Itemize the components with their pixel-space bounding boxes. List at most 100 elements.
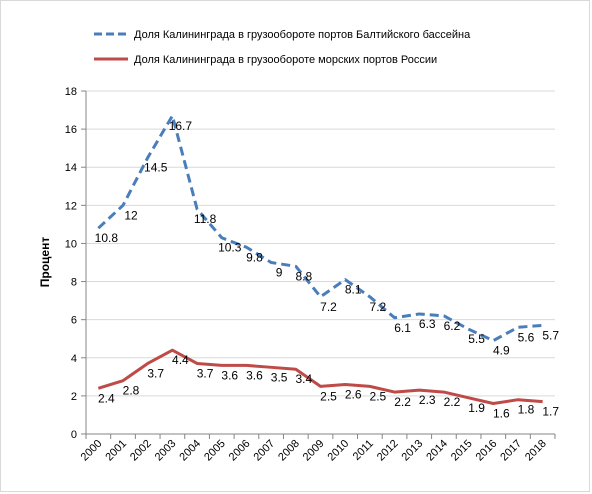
data-label: 2.2 (394, 395, 411, 409)
data-label: 7.2 (370, 300, 387, 314)
data-label: 2.8 (123, 384, 140, 398)
data-label: 6.1 (394, 321, 411, 335)
data-label: 12 (124, 208, 138, 222)
x-tick-label: 2017 (498, 438, 524, 464)
data-point (122, 204, 125, 207)
series-line-1 (97, 348, 543, 406)
legend-label-baltic: Доля Калининграда в грузообороте портов … (134, 29, 471, 41)
data-point (467, 328, 470, 331)
data-point (541, 400, 544, 403)
legend: Доля Калининграда в грузообороте портов … (94, 29, 471, 66)
x-tick-label: 2009 (301, 438, 327, 464)
data-point (270, 261, 273, 264)
x-tick-label: 2007 (251, 438, 277, 464)
data-label: 5.6 (518, 330, 535, 344)
data-label: 8.1 (345, 283, 362, 297)
data-point (245, 246, 248, 249)
x-tick-label: 2000 (79, 438, 105, 464)
gridlines (86, 90, 555, 397)
data-label: 3.5 (271, 370, 288, 384)
x-tick-label: 2002 (128, 438, 154, 464)
y-axis-title: Процент (38, 237, 52, 288)
x-tick-label: 2001 (103, 438, 129, 464)
x-tick-label: 2004 (177, 438, 203, 464)
data-point (319, 385, 322, 388)
data-label: 5.7 (542, 328, 559, 342)
x-tick-label: 2003 (153, 438, 179, 464)
data-label: 3.6 (246, 368, 263, 382)
data-point (270, 366, 273, 369)
data-point (368, 385, 371, 388)
data-point (344, 278, 347, 281)
y-tick-label: 10 (65, 238, 77, 250)
data-label: 7.2 (320, 300, 337, 314)
data-label: 1.8 (518, 403, 535, 417)
x-tick-label: 2008 (276, 438, 302, 464)
y-tick-label: 8 (71, 277, 77, 289)
data-point (442, 314, 445, 317)
x-axis-ticks: 2000200120022003200420052006200720082009… (79, 434, 556, 464)
y-tick-label: 12 (65, 200, 77, 212)
data-label: 6.3 (419, 317, 436, 331)
series-lines (97, 114, 544, 406)
data-point (393, 391, 396, 394)
data-point (171, 349, 174, 352)
legend-label-russia: Доля Калининграда в грузообороте морских… (134, 54, 437, 66)
data-label: 9 (276, 266, 283, 280)
data-point (122, 379, 125, 382)
data-point (319, 295, 322, 298)
data-label: 1.9 (468, 401, 485, 415)
data-label: 6.2 (444, 319, 461, 333)
data-label: 10.3 (218, 241, 242, 255)
data-label: 2.5 (320, 389, 337, 403)
data-labels: 10.8 12 14.5 16.7 11.8 10.3 9.8 9 8.8 7.2 8.1 7.2 6.… (95, 119, 560, 421)
data-label: 4.4 (172, 353, 189, 367)
data-point (442, 391, 445, 394)
data-label: 3.7 (197, 366, 214, 380)
data-label: 16.7 (169, 119, 193, 133)
data-label: 2.6 (345, 387, 362, 401)
data-label: 2.5 (370, 389, 387, 403)
data-point (492, 402, 495, 405)
data-point (294, 368, 297, 371)
data-point (541, 324, 544, 327)
data-label: 8.8 (295, 269, 312, 283)
data-point (196, 362, 199, 365)
data-point (516, 398, 519, 401)
data-label: 4.9 (493, 344, 510, 358)
data-point (97, 227, 100, 230)
data-point (418, 389, 421, 392)
data-point (220, 236, 223, 239)
data-label: 14.5 (144, 161, 168, 175)
data-label: 2.4 (98, 391, 115, 405)
data-point (245, 364, 248, 367)
data-label: 11.8 (194, 212, 217, 226)
data-label: 3.6 (221, 368, 238, 382)
data-point (97, 387, 100, 390)
x-tick-label: 2015 (449, 438, 475, 464)
data-point (146, 156, 149, 159)
x-tick-label: 2013 (400, 438, 426, 464)
axes (85, 91, 555, 435)
x-tick-label: 2006 (227, 438, 253, 464)
data-label: 9.8 (246, 250, 263, 264)
y-tick-label: 16 (65, 124, 77, 136)
data-label: 1.6 (493, 407, 510, 421)
data-point (294, 265, 297, 268)
data-point (171, 114, 174, 117)
data-label: 5.5 (468, 332, 485, 346)
data-label: 10.8 (95, 231, 119, 245)
x-tick-label: 2005 (202, 438, 228, 464)
data-point (492, 339, 495, 342)
x-tick-label: 2014 (424, 438, 450, 464)
x-tick-label: 2018 (523, 438, 549, 464)
y-tick-label: 4 (71, 353, 77, 365)
x-tick-label: 2011 (351, 438, 376, 463)
data-point (418, 312, 421, 315)
data-point (467, 396, 470, 399)
data-label: 2.2 (444, 395, 461, 409)
data-label: 3.7 (147, 366, 164, 380)
data-label: 1.7 (542, 405, 559, 419)
